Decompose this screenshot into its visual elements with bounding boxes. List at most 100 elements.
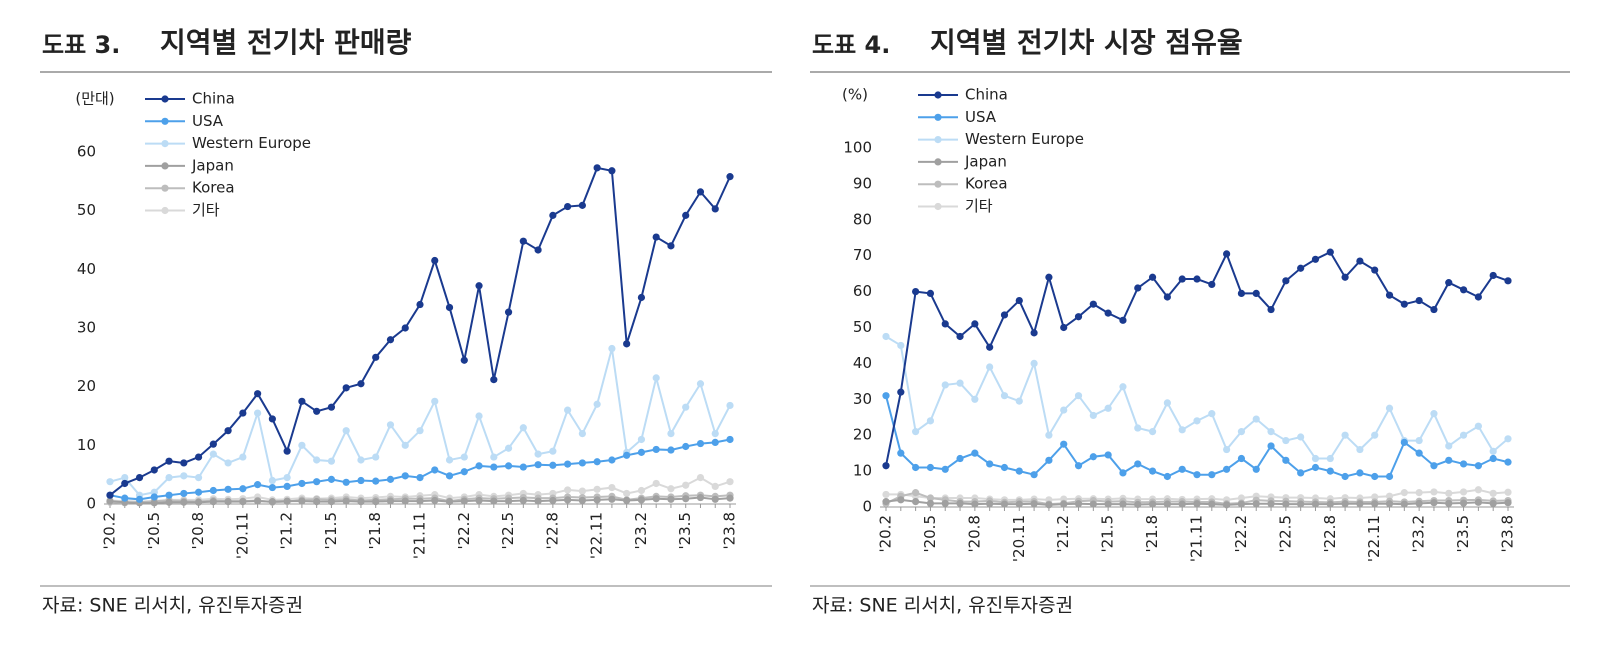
data-point — [1252, 465, 1260, 473]
data-point — [882, 332, 890, 341]
data-point — [1282, 500, 1290, 508]
data-point — [1282, 436, 1290, 445]
data-point — [912, 288, 920, 296]
data-point — [490, 376, 498, 384]
legend-dot — [934, 91, 942, 99]
legend-label: USA — [965, 108, 997, 126]
data-point — [1134, 500, 1142, 509]
data-point — [1015, 397, 1023, 405]
x-tick-label: '23.2 — [1410, 515, 1428, 553]
data-point — [1178, 500, 1186, 508]
data-point — [283, 497, 291, 505]
data-point — [1045, 431, 1053, 439]
data-point — [534, 461, 542, 469]
data-point — [1015, 296, 1023, 305]
data-point — [1134, 424, 1142, 432]
x-tick-label: '22.8 — [543, 512, 561, 550]
data-point — [564, 202, 572, 211]
y-tick-label: 30 — [853, 390, 872, 408]
y-tick-label: 40 — [77, 260, 96, 278]
data-point — [1504, 499, 1512, 507]
data-point — [1178, 275, 1186, 283]
title-number: 도표 3. — [42, 31, 120, 59]
data-point — [1134, 460, 1142, 468]
data-point — [150, 466, 158, 474]
data-point — [180, 472, 188, 480]
data-point — [682, 403, 690, 411]
x-tick-label: '21.11 — [1188, 515, 1206, 562]
data-point — [460, 468, 468, 476]
data-point — [593, 485, 601, 493]
data-point — [1000, 463, 1009, 472]
data-point — [956, 332, 964, 341]
data-point — [593, 164, 601, 172]
data-point — [926, 494, 935, 502]
data-point — [1341, 431, 1349, 439]
data-point — [1104, 451, 1112, 459]
data-point — [1119, 383, 1127, 391]
data-point — [1148, 273, 1157, 281]
data-point — [504, 462, 513, 470]
data-point — [519, 424, 527, 432]
y-tick-label: 60 — [77, 143, 96, 161]
data-point — [926, 417, 935, 425]
data-point — [1459, 286, 1468, 294]
data-point — [1341, 273, 1349, 281]
data-point — [1045, 456, 1053, 464]
data-point — [1356, 257, 1364, 265]
x-tick-label: '21.2 — [1054, 515, 1072, 553]
data-point — [1385, 500, 1394, 508]
data-point — [986, 460, 994, 468]
data-point — [549, 447, 557, 455]
data-point — [564, 486, 572, 494]
data-point — [1400, 300, 1408, 308]
data-point — [623, 451, 631, 459]
data-point — [1371, 493, 1379, 501]
data-point — [342, 478, 350, 486]
y-tick-label: 30 — [77, 319, 96, 337]
data-point — [298, 479, 306, 488]
data-point — [1415, 436, 1423, 445]
data-point — [460, 356, 468, 364]
legend-label: Japan — [964, 152, 1007, 170]
data-point — [327, 457, 336, 465]
data-point — [986, 500, 994, 508]
legend-dot — [161, 184, 169, 192]
data-point — [578, 459, 586, 467]
x-tick-label: '22.5 — [1276, 515, 1294, 553]
data-point — [941, 499, 949, 508]
y-tick-label: 0 — [86, 495, 96, 513]
data-point — [1000, 392, 1009, 400]
data-point — [519, 237, 527, 245]
data-point — [1385, 291, 1394, 299]
data-point — [504, 497, 513, 505]
data-point — [1504, 458, 1512, 466]
data-point — [956, 499, 964, 508]
data-point — [254, 497, 262, 505]
legend-label: 기타 — [192, 201, 220, 219]
data-point — [1474, 486, 1482, 494]
data-point — [1148, 428, 1157, 436]
data-point — [1430, 488, 1438, 496]
legend-dot — [161, 206, 169, 215]
data-point — [1459, 431, 1468, 439]
data-point — [1163, 472, 1171, 481]
x-tick-label: '23.8 — [721, 512, 739, 550]
data-point — [490, 463, 498, 471]
legend-label: Korea — [192, 179, 235, 197]
data-point — [1385, 492, 1394, 500]
data-point — [1074, 313, 1083, 321]
data-point — [608, 456, 616, 464]
data-point — [1119, 316, 1127, 324]
data-point — [298, 441, 306, 449]
data-point — [1356, 500, 1364, 508]
data-point — [1489, 489, 1497, 497]
data-point — [357, 476, 365, 485]
data-point — [1237, 500, 1246, 508]
data-point — [1489, 499, 1497, 508]
y-tick-label: 50 — [853, 318, 872, 336]
data-point — [696, 380, 705, 388]
data-point — [416, 300, 424, 309]
data-point — [1148, 467, 1157, 475]
data-point — [194, 474, 203, 482]
